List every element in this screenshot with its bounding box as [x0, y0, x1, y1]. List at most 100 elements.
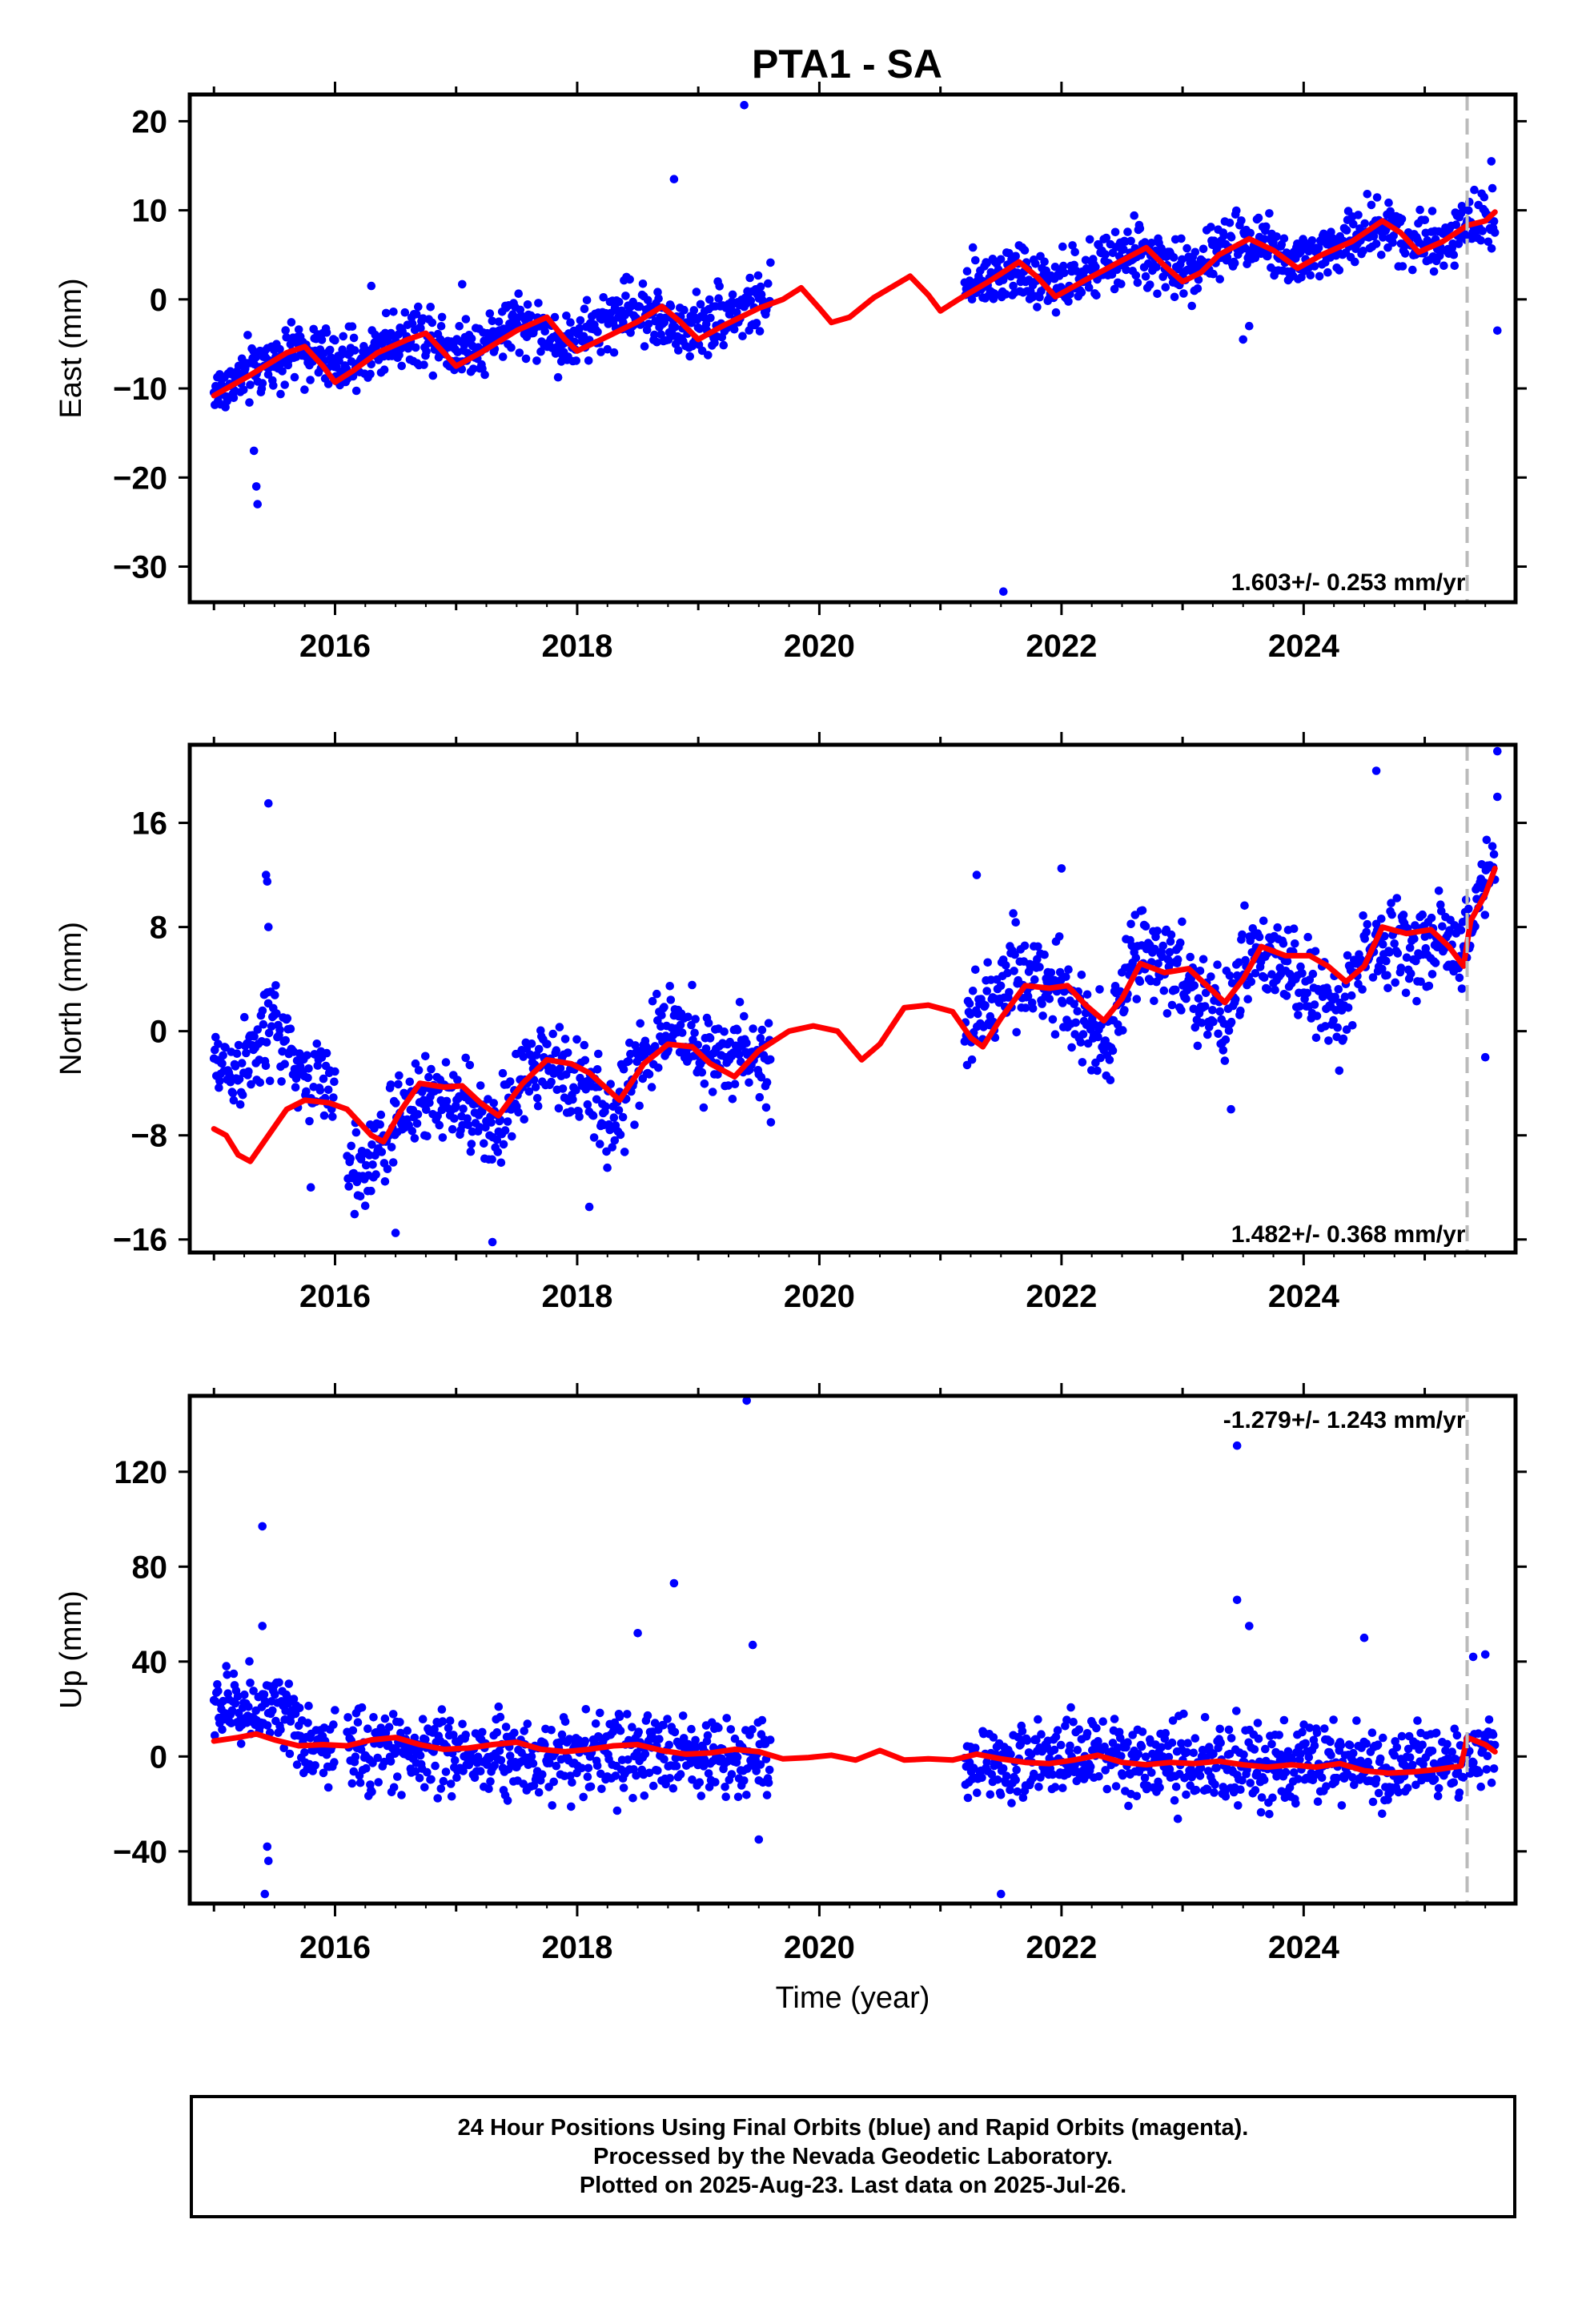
x-axis-label: Time (year) [776, 1981, 930, 2015]
x-tick-label: 2020 [784, 629, 855, 664]
data-point [505, 1751, 515, 1760]
data-point [648, 996, 657, 1006]
data-point [464, 1120, 473, 1129]
data-point [397, 1791, 406, 1799]
data-point [1307, 236, 1317, 245]
data-point [1367, 200, 1376, 210]
data-point [553, 372, 563, 382]
data-point [719, 340, 729, 350]
data-point [1002, 961, 1010, 970]
data-point [1427, 970, 1437, 979]
data-point [1418, 910, 1427, 919]
data-point [1259, 916, 1268, 926]
data-point [459, 1104, 468, 1113]
data-point [239, 385, 248, 395]
data-point [1058, 242, 1067, 251]
data-point [1176, 938, 1185, 947]
data-point [275, 1678, 283, 1687]
data-point [1489, 217, 1499, 226]
data-point [1301, 1739, 1310, 1748]
data-point [1419, 1759, 1427, 1769]
data-point [643, 1711, 652, 1720]
data-point [761, 1103, 771, 1112]
data-point [1066, 1741, 1074, 1751]
data-point [306, 376, 315, 384]
data-point [362, 1160, 371, 1170]
data-point [1476, 1782, 1485, 1791]
data-point [353, 1718, 363, 1727]
y-tick-label: 0 [150, 1015, 167, 1050]
data-point [351, 386, 361, 396]
data-point [1308, 969, 1318, 979]
data-point [1243, 995, 1252, 1003]
data-point [1132, 1791, 1142, 1801]
data-point [1323, 267, 1332, 277]
data-point [1443, 1739, 1452, 1749]
x-tick-label: 2024 [1268, 629, 1340, 664]
data-point [567, 1802, 576, 1811]
data-point [302, 1087, 311, 1096]
data-point [1281, 1767, 1291, 1777]
data-point [465, 1060, 475, 1070]
data-point [1163, 955, 1173, 964]
data-point [1455, 973, 1464, 983]
data-point [635, 1101, 644, 1111]
data-point [1232, 1707, 1241, 1715]
data-point [610, 1136, 620, 1145]
data-point [408, 1127, 417, 1136]
data-point [624, 1056, 633, 1066]
data-point [271, 991, 279, 999]
data-point [492, 1135, 502, 1144]
data-point [704, 1019, 713, 1027]
rate-label: 1.482+/- 0.368 mm/yr [1231, 1221, 1466, 1248]
data-point [998, 1764, 1008, 1773]
footer-box: 24 Hour Positions Using Final Orbits (bl… [190, 2095, 1516, 2218]
data-point [1215, 275, 1224, 283]
data-point [1227, 233, 1236, 242]
data-point [384, 1723, 394, 1731]
data-point [1092, 291, 1101, 300]
data-point [1321, 1022, 1330, 1031]
data-point [981, 1001, 990, 1010]
data-point [319, 1074, 328, 1084]
data-point [1335, 266, 1344, 275]
data-point [484, 1784, 493, 1793]
data-point [367, 1787, 376, 1796]
data-point [1050, 1783, 1060, 1791]
data-point [1186, 952, 1195, 962]
outlier-point [249, 446, 259, 456]
data-point [268, 1706, 277, 1715]
data-point [501, 1723, 511, 1731]
data-point [1390, 939, 1399, 948]
data-point [560, 1717, 570, 1727]
data-point [552, 1046, 561, 1055]
y-tick-label: 40 [132, 1645, 168, 1680]
data-point [620, 1148, 629, 1156]
data-point [414, 1066, 424, 1075]
data-point [1094, 1737, 1102, 1746]
data-point [1207, 972, 1215, 981]
x-tick-label: 2018 [541, 1930, 612, 1965]
data-point [377, 1148, 387, 1156]
data-point [1141, 922, 1150, 931]
data-point [267, 1022, 276, 1031]
data-point [978, 1773, 986, 1783]
data-point [295, 1049, 304, 1058]
outlier-point [748, 1640, 757, 1650]
data-point [1379, 1733, 1387, 1743]
data-point [418, 1715, 428, 1723]
data-point [1318, 992, 1327, 1001]
data-point [730, 1080, 740, 1088]
y-tick-label: 0 [150, 283, 167, 318]
data-point [229, 393, 239, 403]
data-point [1214, 1029, 1223, 1039]
data-point [1208, 1006, 1217, 1015]
data-point [1254, 213, 1263, 223]
data-point [1162, 1009, 1172, 1018]
data-point [526, 311, 536, 320]
outlier-point [1493, 746, 1502, 756]
data-point [211, 1032, 220, 1042]
data-point [1182, 994, 1191, 1003]
data-point [218, 1725, 227, 1735]
data-point [363, 1724, 372, 1733]
